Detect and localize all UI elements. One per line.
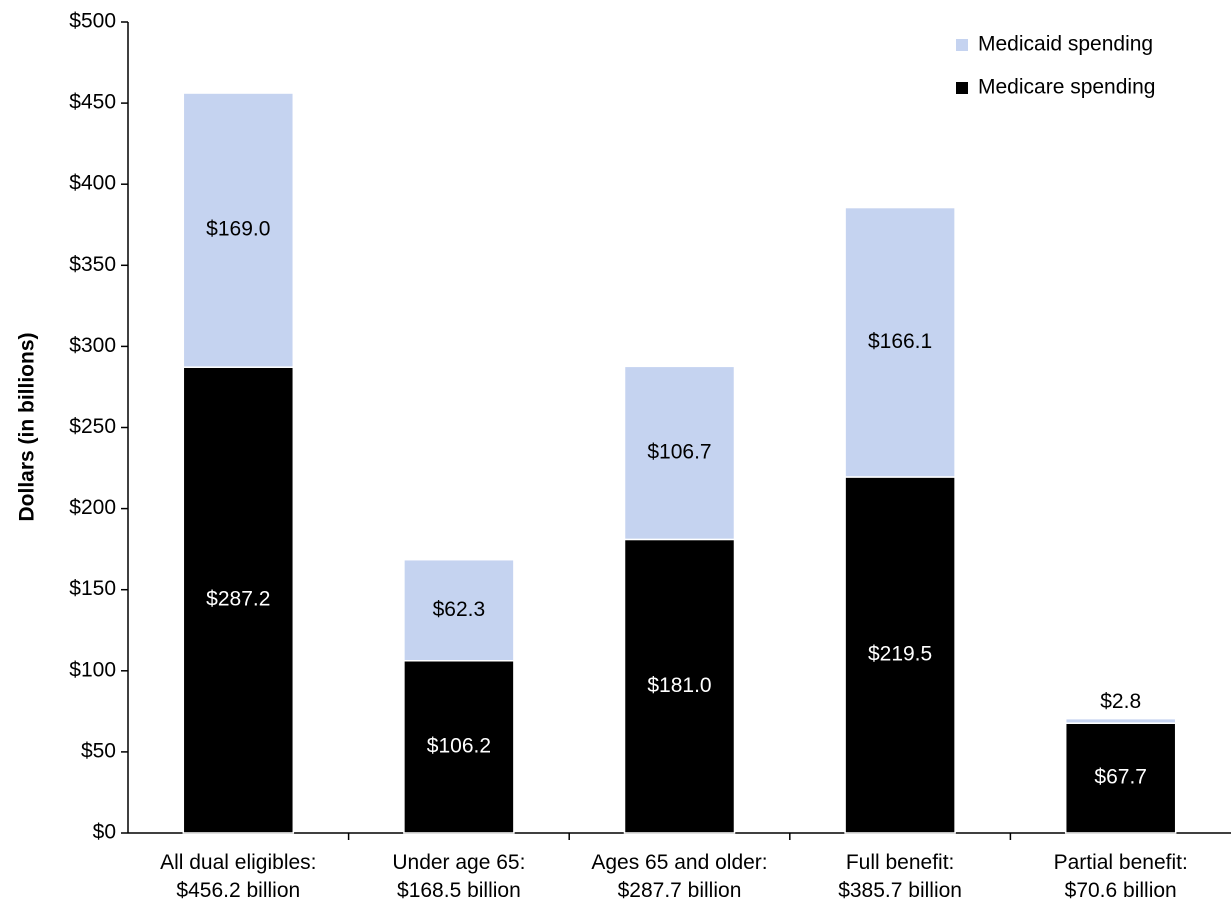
bar-segment [1064,717,1177,724]
legend-swatch [956,82,968,94]
y-tick-label: $150 [69,577,116,600]
data-label: $106.7 [647,440,711,463]
bar-segment [623,538,736,834]
y-tick-label: $100 [69,658,116,681]
data-label: $287.2 [206,588,270,611]
y-tick-label: $0 [93,821,116,844]
bar-segment [623,365,736,541]
legend-label: Medicaid spending [978,33,1153,56]
y-tick-label: $250 [69,415,116,438]
data-label: $67.7 [1094,766,1147,789]
data-label: $62.3 [433,598,486,621]
x-tick-label: Full benefit: $385.7 billion [838,851,962,902]
data-label: $106.2 [427,734,491,757]
bar-segment [182,92,295,368]
bar-segment [844,206,956,478]
y-tick-label: $300 [69,334,116,357]
data-label: $181.0 [647,674,711,697]
data-label: $169.0 [206,218,270,241]
legend-label: Medicare spending [978,76,1155,99]
x-tick-label: All dual eligibles: $456.2 billion [160,851,316,902]
y-axis-label: Dollars (in billions) [16,332,39,521]
bar-segment [1064,722,1177,834]
data-label: $219.5 [868,643,932,666]
legend-swatch [956,39,968,51]
x-tick-label: Under age 65: $168.5 billion [392,851,525,902]
y-tick-label: $450 [69,91,116,114]
data-label: $166.1 [868,330,932,353]
y-tick-label: $50 [81,739,116,762]
x-tick-label: Partial benefit: $70.6 billion [1054,851,1188,902]
y-tick-label: $350 [69,253,116,276]
y-tick-label: $200 [69,496,116,519]
bar-segment [182,366,295,834]
data-label: $2.8 [1100,690,1141,713]
y-tick-label: $500 [69,10,116,33]
bar-segment [403,659,515,834]
y-tick-label: $400 [69,172,116,195]
bar-segment [403,558,515,662]
x-tick-label: Ages 65 and older: $287.7 billion [591,851,767,902]
